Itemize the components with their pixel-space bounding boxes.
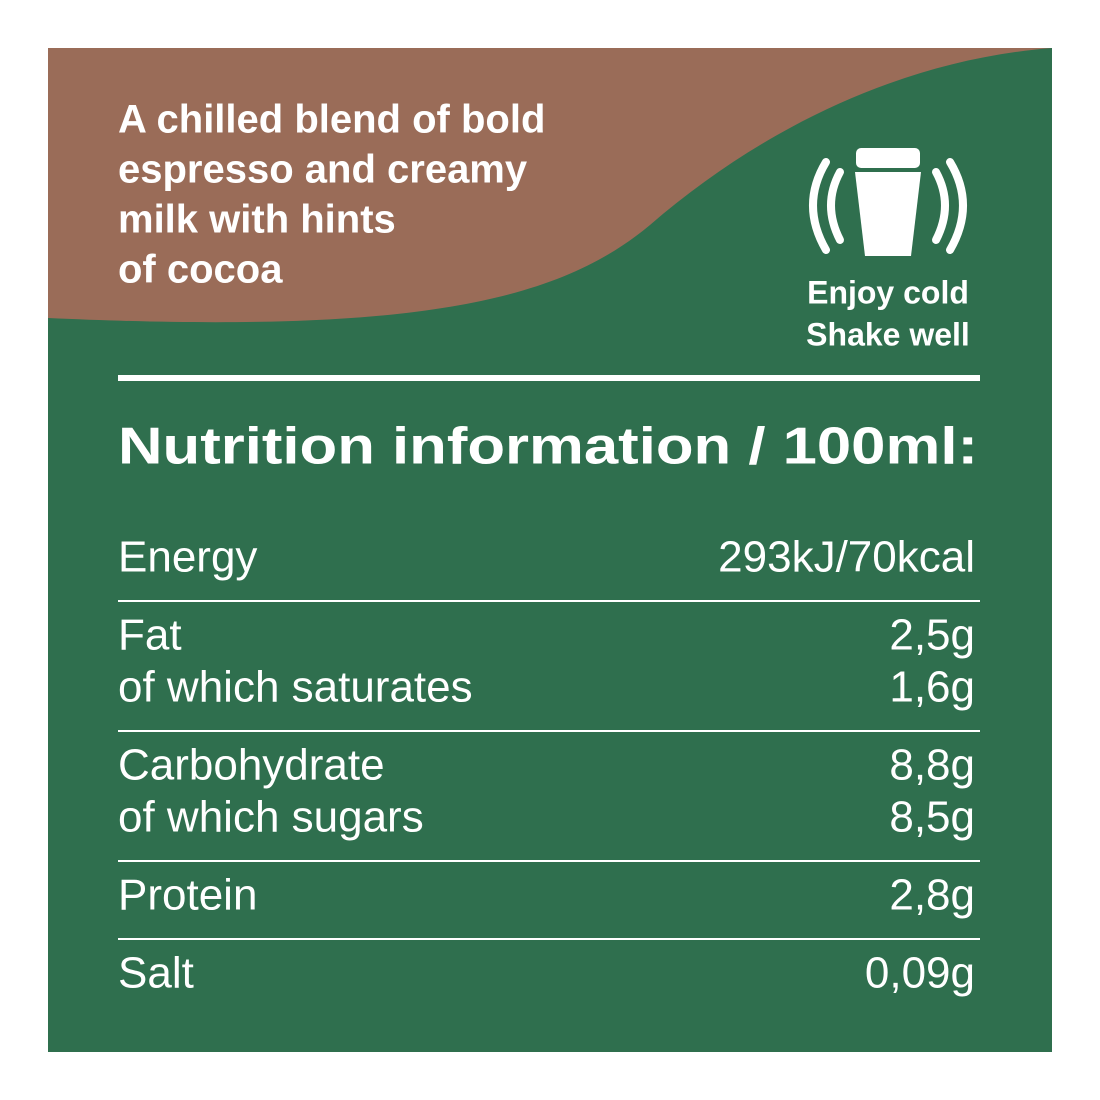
nutrient-value: 1,6g (889, 663, 975, 712)
nutrient-value: 2,8g (889, 871, 975, 920)
nutrition-title: Nutrition information / 100ml: (118, 418, 978, 476)
instruction: Enjoy cold (807, 274, 969, 310)
nutrient-value: 293kJ/70kcal (718, 533, 975, 582)
nutrient-label: Carbohydrate (118, 741, 385, 790)
nutrient-value: 8,8g (889, 741, 975, 790)
description-line: espresso and creamy (118, 148, 528, 192)
nutrient-value: 0,09g (865, 949, 975, 998)
nutrient-label: of which saturates (118, 663, 473, 712)
nutrient-label: Energy (118, 533, 257, 582)
brown-wave (48, 48, 1052, 323)
nutrient-label: Protein (118, 871, 257, 920)
nutrient-label: of which sugars (118, 793, 424, 842)
nutrient-label: Fat (118, 611, 182, 660)
description-line: of cocoa (118, 248, 283, 292)
description-line: A chilled blend of bold (118, 98, 545, 142)
nutrient-label: Salt (118, 949, 194, 998)
cup-icon (809, 148, 967, 256)
instruction: Shake well (806, 316, 970, 352)
description-line: milk with hints (118, 198, 396, 242)
nutrient-value: 8,5g (889, 793, 975, 842)
nutrient-value: 2,5g (889, 611, 975, 660)
